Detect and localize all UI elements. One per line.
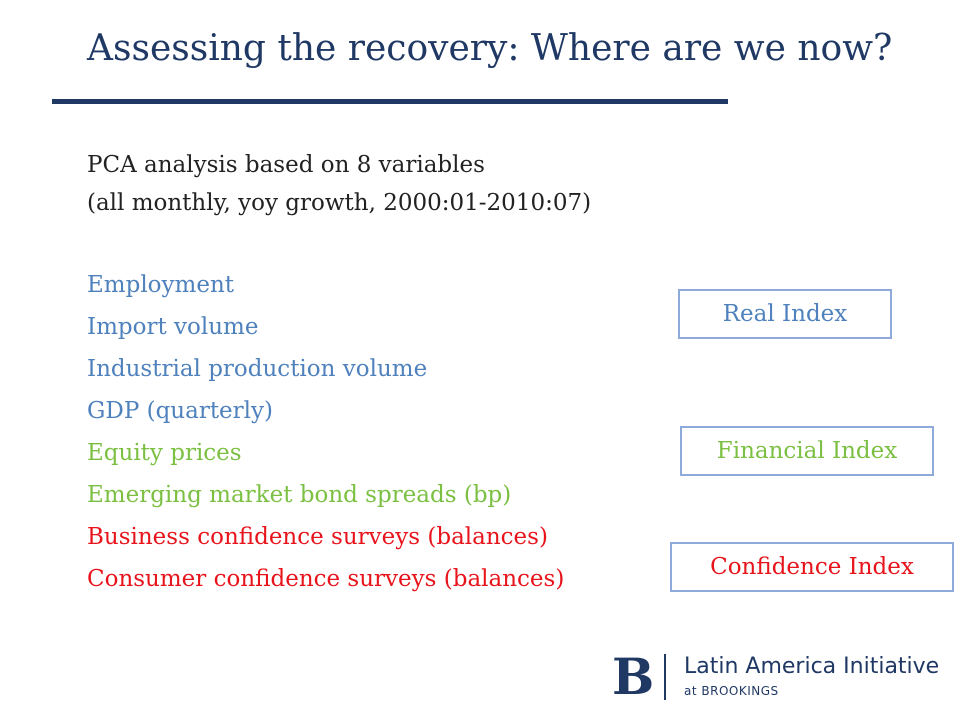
- logo-divider: [664, 654, 666, 700]
- variable-import-volume: Import volume: [87, 314, 259, 340]
- slide-title: Assessing the recovery: Where are we now…: [87, 28, 893, 69]
- variable-list: Employment Import volume Industrial prod…: [87, 264, 564, 600]
- variable-employment: Employment: [87, 272, 234, 298]
- title-underline: [52, 99, 728, 104]
- logo-initiative-name: Latin America Initiative: [684, 654, 940, 679]
- intro-line-1: PCA analysis based on 8 variables: [87, 152, 485, 178]
- variable-business-confidence: Business confidence surveys (balances): [87, 524, 548, 550]
- variable-bond-spreads: Emerging market bond spreads (bp): [87, 482, 512, 508]
- logo-org-name: at BROOKINGS: [684, 684, 779, 698]
- intro-line-2: (all monthly, yoy growth, 2000:01-2010:0…: [87, 190, 592, 216]
- brookings-logo: B Latin America Initiative at BROOKINGS: [608, 648, 948, 710]
- confidence-index-box: Confidence Index: [670, 542, 954, 592]
- real-index-box: Real Index: [678, 289, 892, 339]
- variable-industrial-production: Industrial production volume: [87, 356, 428, 382]
- variable-gdp: GDP (quarterly): [87, 398, 273, 424]
- financial-index-box: Financial Index: [680, 426, 934, 476]
- intro-text: PCA analysis based on 8 variables (all m…: [87, 146, 591, 222]
- variable-equity-prices: Equity prices: [87, 440, 242, 466]
- brookings-b-icon: B: [612, 647, 655, 706]
- variable-consumer-confidence: Consumer confidence surveys (balances): [87, 566, 565, 592]
